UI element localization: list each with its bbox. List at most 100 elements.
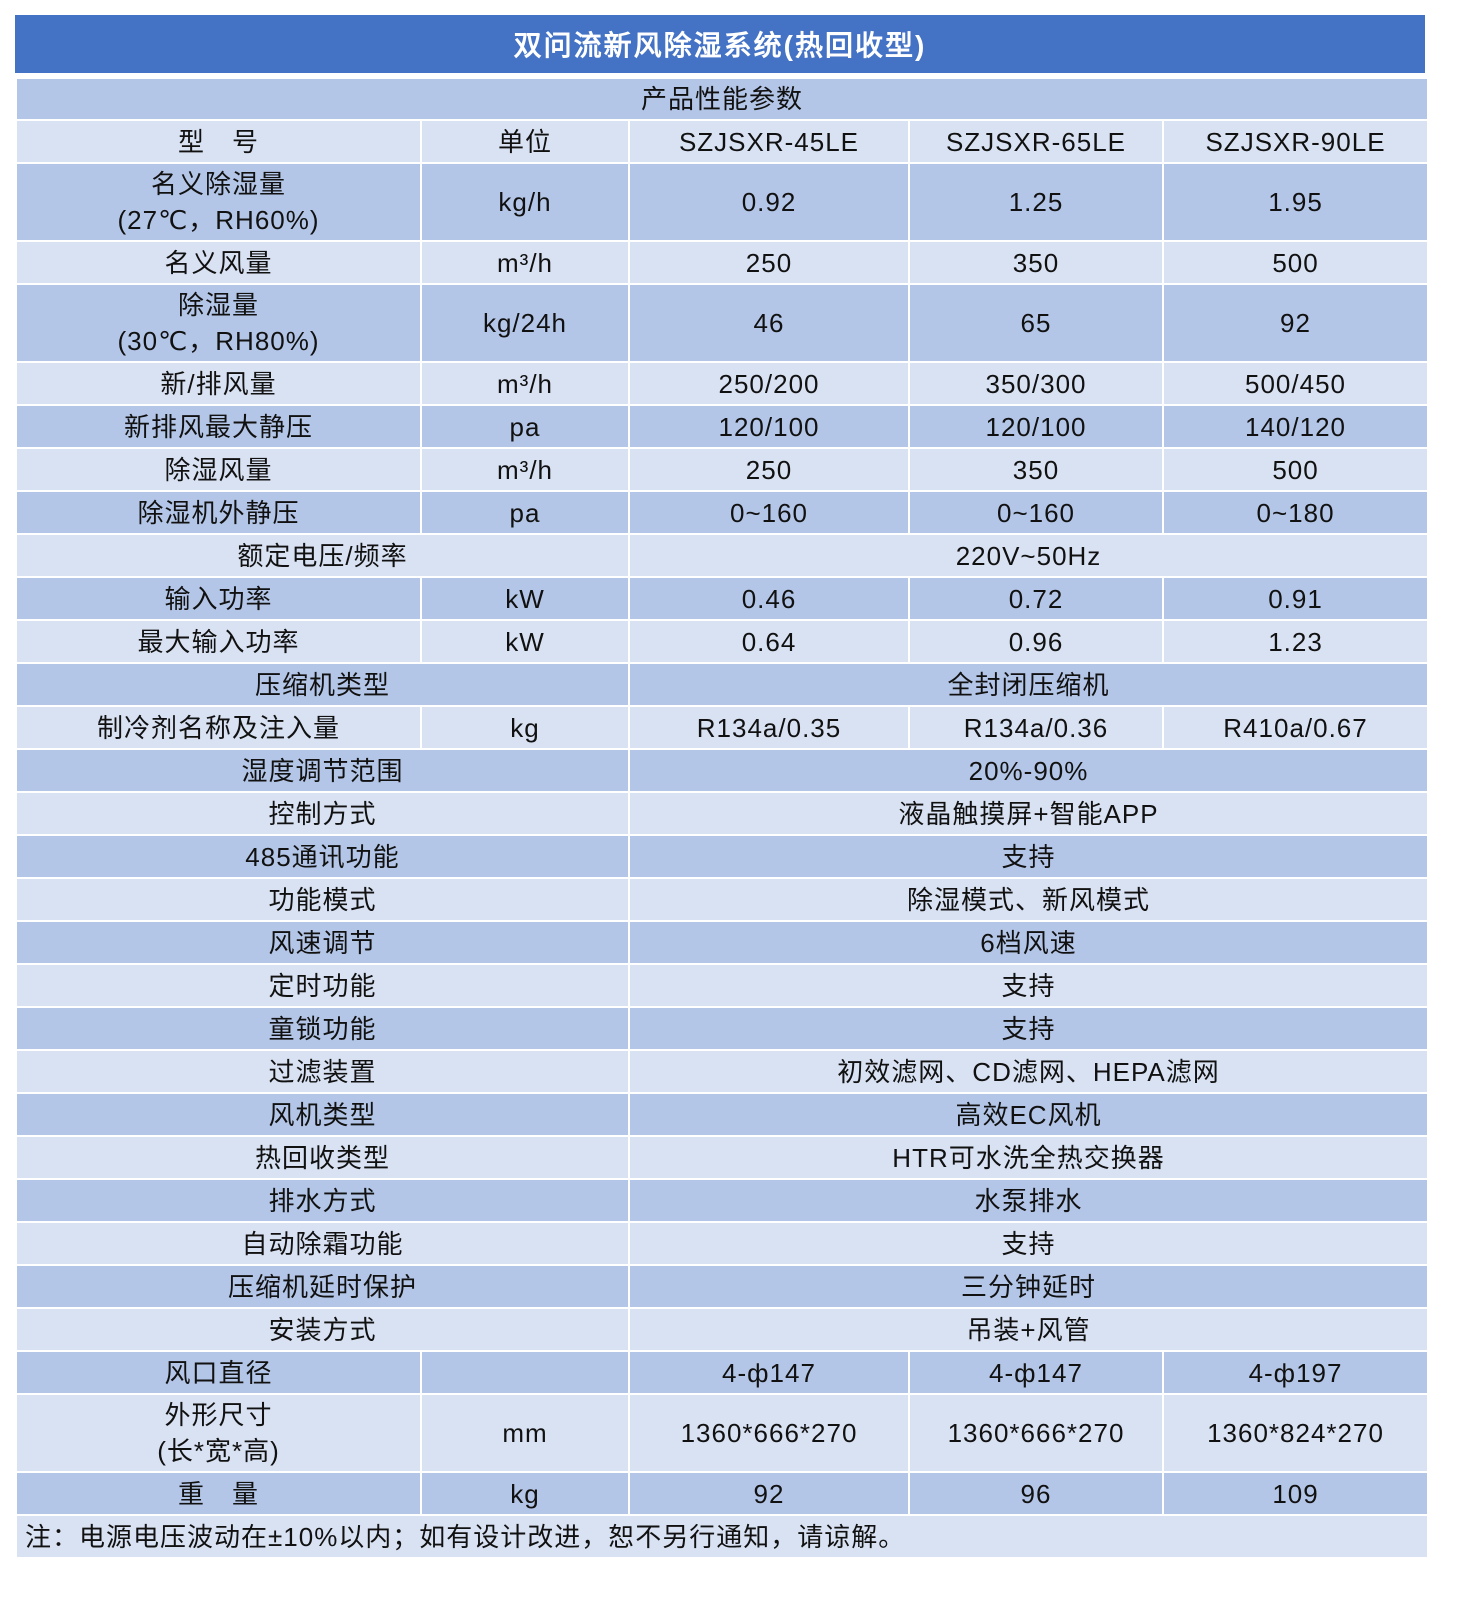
row-label: 最大输入功率 [15, 619, 422, 664]
row-label-line2: (27℃，RH60%) [117, 205, 320, 235]
row-label: 输入功率 [15, 576, 422, 621]
row-unit: mm [420, 1393, 630, 1473]
row-value-1: 0~160 [628, 490, 910, 535]
row-unit: kW [420, 619, 630, 664]
row-unit [420, 1350, 630, 1395]
row-value-3: 500 [1161, 447, 1430, 492]
row-value-1: 250/200 [628, 361, 910, 406]
row-label-line1: 制冷剂名称及注入量 [96, 712, 340, 743]
row-value-2: 0~160 [908, 490, 1164, 535]
row-label: 定时功能 [15, 963, 630, 1008]
row-label: 压缩机类型 [15, 662, 630, 707]
row-value-1: 0.64 [628, 619, 910, 664]
row-label: 除湿量 (30℃，RH80%) [15, 283, 422, 363]
header-model-1: SZJSXR-45LE [628, 119, 910, 164]
row-value: 支持 [627, 963, 1430, 1008]
table-row: 485通讯功能 支持 [15, 834, 1430, 879]
row-value-1: R134a/0.35 [628, 705, 910, 750]
row-unit: kW [420, 576, 630, 621]
table-row: 风机类型 高效EC风机 [15, 1092, 1430, 1137]
row-label: 风机类型 [15, 1092, 630, 1137]
row-value-2: 96 [908, 1471, 1164, 1516]
row-unit: m³/h [420, 240, 630, 285]
row-label-line1: 风口直径 [164, 1357, 273, 1388]
row-value-3: 500 [1161, 240, 1430, 285]
row-value-2: 1.25 [908, 162, 1164, 242]
row-label-line1: 除湿量 [177, 290, 259, 320]
row-value: 全封闭压缩机 [627, 662, 1430, 707]
row-label-line1: 名义风量 [164, 247, 273, 278]
row-value-3: 1.23 [1161, 619, 1430, 664]
row-value-2: 0.72 [908, 576, 1164, 621]
table-row: 除湿风量 m³/h 250 350 500 [15, 447, 1430, 492]
row-label: 新排风最大静压 [15, 404, 422, 449]
row-unit: kg [420, 705, 630, 750]
header-model: 型 号 [15, 119, 422, 164]
row-label: 过滤装置 [15, 1049, 630, 1094]
table-row: 制冷剂名称及注入量 kg R134a/0.35 R134a/0.36 R410a/0.6… [15, 705, 1430, 750]
row-value-2: 0.96 [908, 619, 1164, 664]
row-label-line2: (长*宽*高) [157, 1436, 280, 1466]
row-label-line1: 新排风最大静压 [123, 411, 313, 442]
row-label: 自动除霜功能 [15, 1221, 630, 1266]
row-value-3: 109 [1161, 1471, 1430, 1516]
row-value: 初效滤网、CD滤网、HEPA滤网 [627, 1049, 1430, 1094]
row-label: 外形尺寸 (长*宽*高) [15, 1393, 422, 1473]
row-value-3: 0~180 [1161, 490, 1430, 535]
spec-table: 产品性能参数 型 号 单位 SZJSXR-45LE SZJSXR-65LE SZ… [14, 77, 1430, 1559]
row-value: 支持 [627, 834, 1430, 879]
row-label-line1: 输入功率 [164, 583, 273, 614]
row-label: 压缩机延时保护 [15, 1264, 630, 1309]
row-value: 6档风速 [627, 920, 1430, 965]
row-label: 名义除湿量 (27℃，RH60%) [15, 162, 422, 242]
table-row: 新/排风量 m³/h 250/200 350/300 500/450 [15, 361, 1430, 406]
table-row: 童锁功能 支持 [15, 1006, 1430, 1051]
row-label: 除湿风量 [15, 447, 422, 492]
table-row: 除湿量 (30℃，RH80%) kg/24h 46 65 92 [15, 283, 1430, 363]
row-value-1: 120/100 [628, 404, 910, 449]
row-value: HTR可水洗全热交换器 [627, 1135, 1430, 1180]
table-row: 风速调节 6档风速 [15, 920, 1430, 965]
table-row: 重 量 kg 92 96 109 [15, 1471, 1430, 1516]
row-label: 湿度调节范围 [15, 748, 630, 793]
row-label-line1: 除湿机外静压 [137, 497, 300, 528]
row-value: 支持 [627, 1006, 1430, 1051]
table-row: 新排风最大静压 pa 120/100 120/100 140/120 [15, 404, 1430, 449]
row-value: 三分钟延时 [627, 1264, 1430, 1309]
row-value-2: 1360*666*270 [908, 1393, 1164, 1473]
row-value-1: 46 [628, 283, 910, 363]
row-label: 控制方式 [15, 791, 630, 836]
row-value-3: 500/450 [1161, 361, 1430, 406]
table-row: 最大输入功率 kW 0.64 0.96 1.23 [15, 619, 1430, 664]
header-model-3: SZJSXR-90LE [1161, 119, 1430, 164]
footnote: 注：电源电压波动在±10%以内；如有设计改进，恕不另行通知，请谅解。 [14, 1514, 1430, 1559]
row-unit: pa [420, 404, 630, 449]
row-value-1: 250 [628, 447, 910, 492]
row-value-1: 0.46 [628, 576, 910, 621]
row-label: 名义风量 [15, 240, 422, 285]
table-row: 输入功率 kW 0.46 0.72 0.91 [15, 576, 1430, 621]
table-row: 控制方式 液晶触摸屏+智能APP [15, 791, 1430, 836]
row-value-1: 92 [628, 1471, 910, 1516]
row-label: 485通讯功能 [15, 834, 630, 879]
table-row: 压缩机类型 全封闭压缩机 [15, 662, 1430, 707]
row-label-line1: 名义除湿量 [150, 169, 286, 199]
row-value-2: 350 [908, 447, 1164, 492]
row-value-2: 350 [908, 240, 1164, 285]
table-row: 名义风量 m³/h 250 350 500 [15, 240, 1430, 285]
row-label: 风口直径 [15, 1350, 422, 1395]
table-row: 名义除湿量 (27℃，RH60%) kg/h 0.92 1.25 1.95 [15, 162, 1430, 242]
header-model-2: SZJSXR-65LE [908, 119, 1164, 164]
row-value-3: 140/120 [1161, 404, 1430, 449]
row-label-line1: 除湿风量 [164, 454, 273, 485]
row-unit: kg/h [420, 162, 630, 242]
row-value-1: 250 [628, 240, 910, 285]
row-label: 功能模式 [15, 877, 630, 922]
row-label: 安装方式 [15, 1307, 630, 1352]
row-value-1: 0.92 [628, 162, 910, 242]
table-row: 过滤装置 初效滤网、CD滤网、HEPA滤网 [15, 1049, 1430, 1094]
row-unit: pa [420, 490, 630, 535]
row-value: 水泵排水 [627, 1178, 1430, 1223]
row-value-3: 1360*824*270 [1161, 1393, 1430, 1473]
row-value: 除湿模式、新风模式 [627, 877, 1430, 922]
